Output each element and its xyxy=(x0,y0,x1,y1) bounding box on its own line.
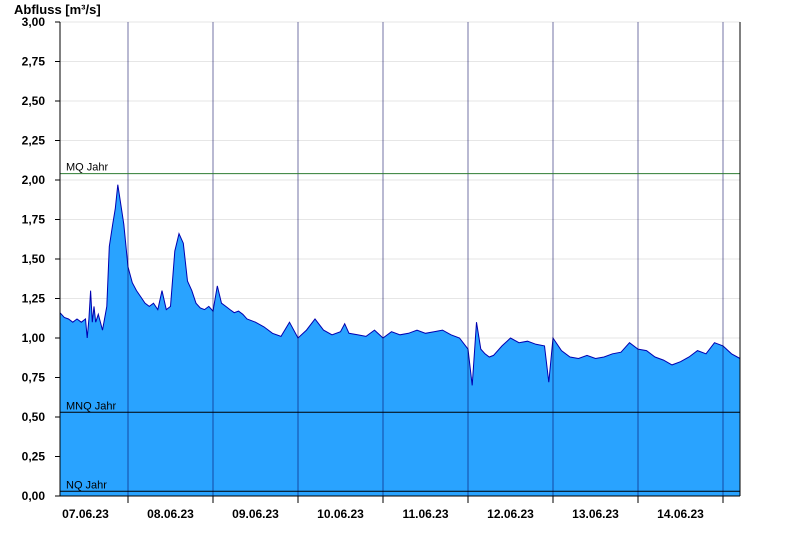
y-tick-labels: 0,00 0,25 0,50 0,75 1,00 1,25 1,50 1,75 2,00 2,25… xyxy=(22,15,46,503)
y-tick-label: 2,50 xyxy=(22,94,46,108)
x-tick-label: 08.06.23 xyxy=(147,507,194,521)
y-tick-label: 1,00 xyxy=(22,331,46,345)
y-tick-label: 0,25 xyxy=(22,450,46,464)
reference-line-label: MNQ Jahr xyxy=(66,400,116,412)
reference-lines: MQ Jahr MNQ Jahr NQ Jahr xyxy=(60,162,740,492)
x-tick-label: 10.06.23 xyxy=(317,507,364,521)
y-tick-label: 0,50 xyxy=(22,410,46,424)
day-separators xyxy=(127,22,724,496)
y-axis-label: Abfluss [m³/s] xyxy=(14,2,101,17)
y-tick-label: 2,75 xyxy=(22,55,46,69)
y-tick-label: 1,75 xyxy=(22,213,46,227)
x-tick-label: 13.06.23 xyxy=(572,507,619,521)
y-tick-label: 1,25 xyxy=(22,292,46,306)
y-tick-label: 3,00 xyxy=(22,15,46,29)
x-tick-label: 07.06.23 xyxy=(62,507,109,521)
x-tick-label: 09.06.23 xyxy=(232,507,279,521)
x-tick-labels: 07.06.23 08.06.23 09.06.23 10.06.23 11.06.23… xyxy=(62,507,704,521)
x-tick-label: 12.06.23 xyxy=(487,507,534,521)
x-tick-label: 14.06.23 xyxy=(657,507,704,521)
y-tick-label: 2,25 xyxy=(22,134,46,148)
y-tick-label: 2,00 xyxy=(22,173,46,187)
flow-area xyxy=(60,184,740,496)
y-tick-label: 0,75 xyxy=(22,371,46,385)
reference-line-label: MQ Jahr xyxy=(66,162,109,174)
axes xyxy=(55,21,741,503)
reference-line-label: NQ Jahr xyxy=(66,479,107,491)
y-tick-label: 1,50 xyxy=(22,252,46,266)
x-tick-label: 11.06.23 xyxy=(402,507,448,521)
y-tick-label: 0,00 xyxy=(22,489,46,503)
